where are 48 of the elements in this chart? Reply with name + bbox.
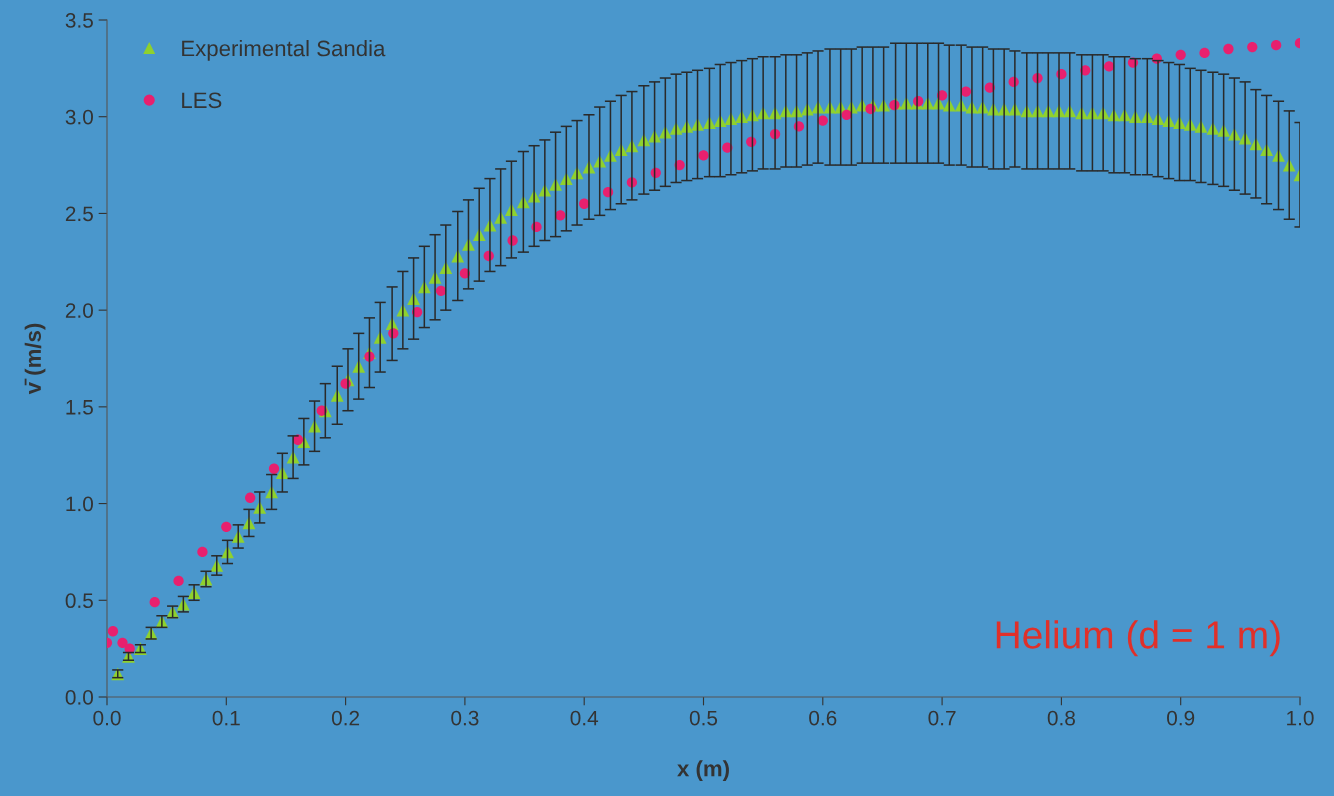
y-tick-label: 2.5 — [65, 206, 93, 222]
x-tick-label: 0.2 — [331, 710, 360, 726]
y-tick-label: 1.5 — [66, 400, 93, 415]
x-tick-label: 0.8 — [1047, 710, 1075, 726]
point — [1080, 65, 1091, 76]
x-tick-label: 1.0 — [1287, 710, 1314, 726]
point — [817, 115, 828, 126]
y-tick-label: 2.0 — [65, 303, 93, 318]
point — [117, 637, 128, 648]
y-tick-label: 0.0 — [65, 690, 93, 705]
x-tick-label: 0.9 — [1167, 710, 1195, 726]
legend-label: Experimental Sandia — [182, 40, 386, 61]
point — [268, 463, 280, 474]
x-tick-label: 0.4 — [570, 710, 599, 726]
x-tick-label: 0.0 — [93, 710, 121, 726]
point — [435, 285, 447, 296]
point — [555, 210, 566, 221]
point — [149, 597, 160, 608]
point — [698, 150, 709, 161]
x-axis-title: x (m) — [677, 760, 729, 781]
point — [197, 546, 208, 558]
point — [245, 492, 256, 503]
point — [1247, 41, 1258, 53]
point — [221, 521, 232, 532]
y-tick-label: 1.0 — [66, 496, 93, 512]
point — [316, 405, 327, 416]
x-tick-label: 0.5 — [689, 710, 718, 726]
x-tick-label: 0.6 — [809, 710, 837, 726]
point — [1223, 43, 1234, 55]
point — [107, 626, 119, 637]
point — [579, 198, 590, 209]
annotation: Helium (d = 1 m) — [996, 620, 1280, 657]
point — [960, 86, 972, 97]
y-tick-label: 0.5 — [65, 593, 93, 609]
x-tick-label: 0.3 — [451, 710, 479, 726]
point — [1103, 61, 1115, 72]
point — [1199, 47, 1210, 59]
y-axis-title: v̄ (m/s) — [24, 323, 46, 395]
x-tick-label: 0.1 — [212, 710, 240, 726]
point — [412, 306, 423, 318]
x-tick-label: 0.7 — [928, 710, 956, 726]
point — [1270, 40, 1282, 51]
point — [173, 575, 184, 587]
y-tick-label: 3.0 — [65, 109, 93, 125]
y-tick-label: 3.5 — [65, 13, 93, 28]
legend-label: LES — [182, 92, 222, 109]
point — [1175, 49, 1186, 60]
point — [841, 109, 852, 120]
